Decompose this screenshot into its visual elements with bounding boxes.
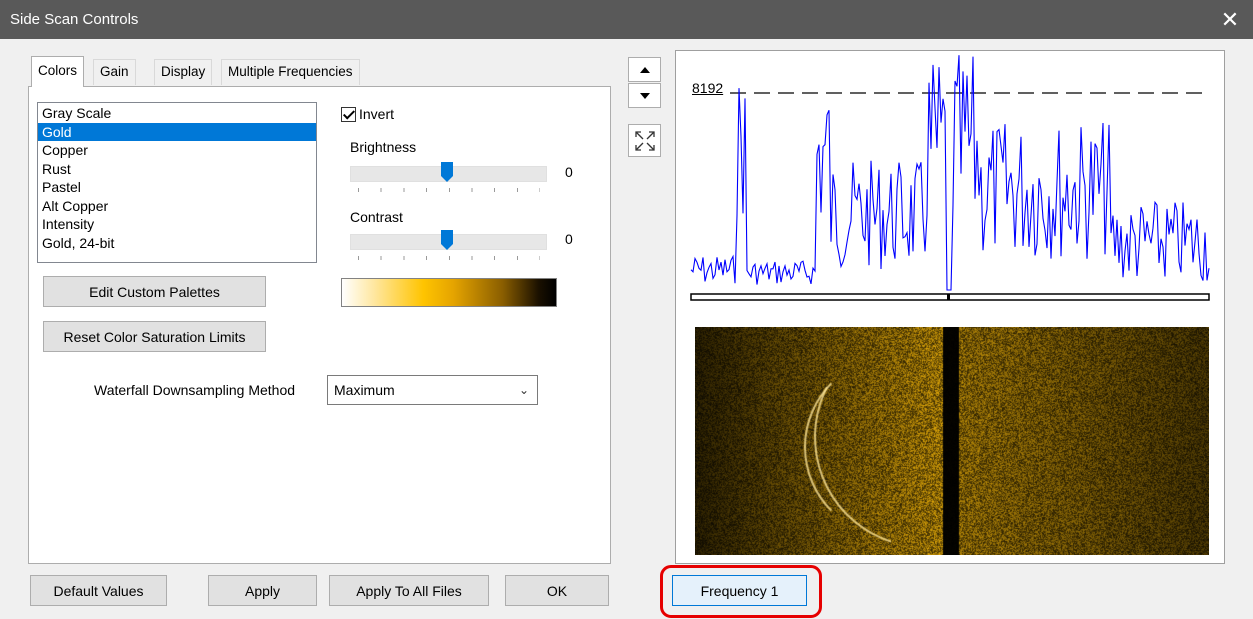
- apply-button[interactable]: Apply: [208, 575, 317, 606]
- tab-gain[interactable]: Gain: [93, 59, 136, 85]
- palette-item-gold-24bit[interactable]: Gold, 24-bit: [42, 234, 115, 251]
- brightness-slider[interactable]: [350, 157, 547, 192]
- frequency-1-button[interactable]: Frequency 1: [672, 575, 807, 606]
- fit-view-button[interactable]: [628, 124, 661, 157]
- tab-colors[interactable]: Colors: [31, 56, 85, 87]
- plot-max-label: 8192: [692, 80, 724, 96]
- palette-preview-bar: [341, 278, 557, 307]
- default-values-button[interactable]: Default Values: [30, 575, 167, 606]
- downsampling-label: Waterfall Downsampling Method: [94, 382, 296, 398]
- contrast-value: 0: [565, 231, 573, 247]
- palette-item-copper[interactable]: Copper: [42, 142, 88, 158]
- palette-item-alt-copper[interactable]: Alt Copper: [42, 197, 109, 214]
- expand-icon: [634, 130, 655, 151]
- downsampling-select[interactable]: Maximum ⌄: [327, 375, 538, 405]
- palette-item-pastel[interactable]: Pastel: [42, 179, 81, 195]
- brightness-ticks: [358, 188, 540, 192]
- edit-custom-palettes-button[interactable]: Edit Custom Palettes: [43, 276, 266, 307]
- reset-color-saturation-button[interactable]: Reset Color Saturation Limits: [43, 321, 266, 352]
- tab-display[interactable]: Display: [154, 59, 213, 85]
- ok-button[interactable]: OK: [505, 575, 609, 606]
- chevron-down-icon: ⌄: [518, 383, 529, 397]
- scroll-up-button[interactable]: [628, 57, 661, 82]
- brightness-label: Brightness: [350, 139, 417, 155]
- plot-range-marker: [947, 294, 950, 300]
- contrast-ticks: [358, 256, 540, 260]
- window-title: Side Scan Controls: [10, 11, 139, 28]
- intensity-plot: [690, 55, 1210, 301]
- annotation-highlight: [660, 565, 822, 618]
- close-button[interactable]: ✕: [1207, 0, 1253, 39]
- close-icon: ✕: [1220, 6, 1240, 32]
- palette-item-rust[interactable]: Rust: [42, 160, 71, 177]
- palette-item-intensity[interactable]: Intensity: [42, 216, 95, 232]
- tab-multiple-frequencies[interactable]: Multiple Frequencies: [221, 59, 360, 85]
- sidescan-waterfall: [695, 327, 1209, 555]
- palette-list[interactable]: Gray Scale Gold Copper Rust Pastel Alt C…: [37, 102, 317, 263]
- title-bar: Side Scan Controls ✕: [0, 0, 1253, 39]
- intensity-signal: [690, 55, 1210, 291]
- palette-item-gold[interactable]: Gold: [38, 122, 316, 141]
- contrast-thumb[interactable]: [441, 230, 453, 250]
- apply-to-all-files-button[interactable]: Apply To All Files: [329, 575, 489, 606]
- invert-label: Invert: [359, 106, 395, 122]
- palette-item-gray-scale[interactable]: Gray Scale: [42, 105, 112, 121]
- brightness-thumb[interactable]: [441, 162, 453, 182]
- checkmark-icon[interactable]: [341, 106, 356, 122]
- arrow-up-icon: [639, 66, 650, 73]
- downsampling-value: Maximum: [334, 382, 395, 398]
- scroll-down-button[interactable]: [628, 83, 661, 108]
- invert-checkbox[interactable]: Invert: [341, 106, 394, 122]
- contrast-label: Contrast: [350, 209, 403, 225]
- arrow-down-icon: [639, 92, 650, 99]
- brightness-value: 0: [565, 164, 573, 180]
- contrast-slider[interactable]: [350, 225, 547, 260]
